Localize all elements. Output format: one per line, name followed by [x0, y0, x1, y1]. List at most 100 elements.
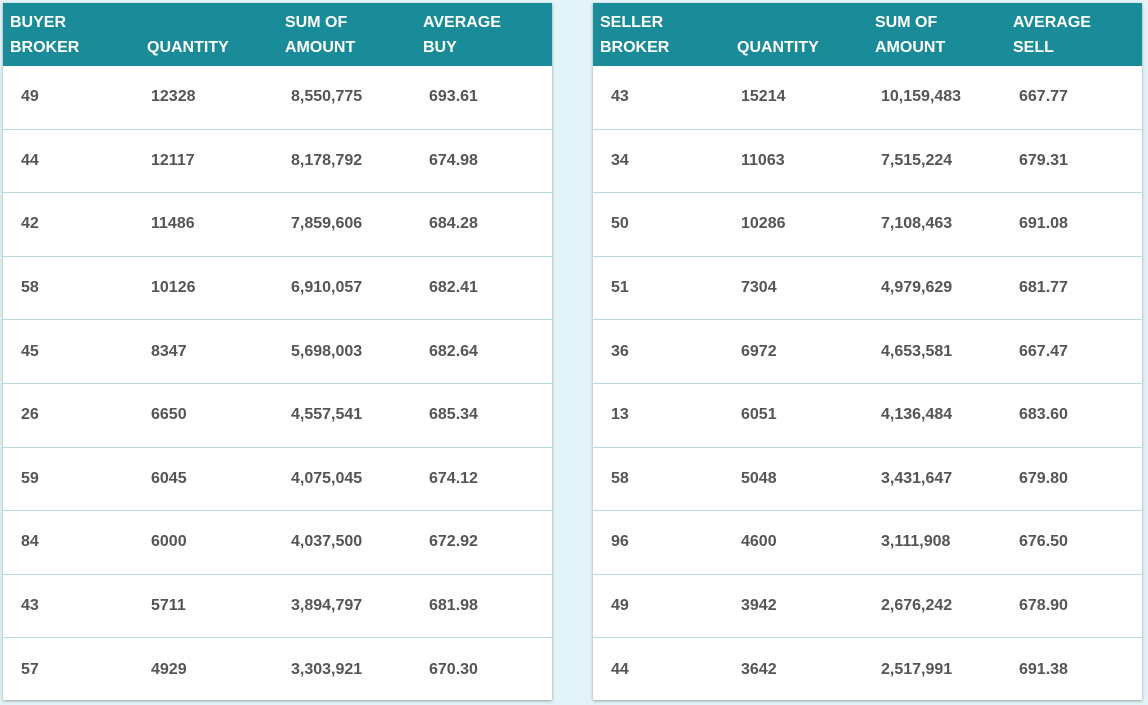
quantity-cell: 6650 [140, 382, 278, 448]
quantity-cell: 5048 [730, 446, 868, 511]
average-cell: 684.28 [416, 192, 552, 257]
column-header-sum-of-amount[interactable]: SUM OF AMOUNT [285, 13, 356, 56]
sum-of-amount-cell: 7,515,224 [868, 128, 1006, 193]
quantity-cell: 12328 [151, 88, 196, 106]
average-cell: 678.90 [1006, 573, 1142, 638]
average-cell: 674.12 [416, 446, 552, 511]
table-row: 43 15214 10,159,483 667.77 [593, 66, 1142, 129]
column-header-quantity[interactable]: QUANTITY [147, 39, 229, 56]
sum-of-amount-cell: 2,676,242 [868, 573, 1006, 638]
broker-cell: 49 [593, 573, 730, 638]
sum-of-amount-cell: 3,431,647 [868, 446, 1006, 511]
average-cell: 693.61 [429, 88, 478, 106]
sum-of-amount-cell: 4,979,629 [868, 255, 1006, 320]
average-cell: 691.38 [1006, 637, 1142, 700]
column-header-seller-broker[interactable]: SELLER BROKER [600, 13, 670, 56]
column-header-average-buy[interactable]: AVERAGE BUY [423, 13, 501, 56]
sum-of-amount-cell: 10,159,483 [881, 88, 962, 106]
sum-of-amount-cell: 3,303,921 [278, 637, 416, 700]
sum-of-amount-cell: 4,037,500 [278, 510, 416, 575]
table-row: 44 3642 2,517,991 691.38 [593, 637, 1142, 700]
quantity-cell: 3642 [730, 637, 868, 700]
broker-cell: 58 [3, 255, 140, 320]
quantity-cell: 4929 [140, 637, 278, 700]
sum-of-amount-cell: 3,894,797 [278, 573, 416, 638]
broker-cell: 49 [21, 88, 39, 106]
column-header-sum-of-amount[interactable]: SUM OF AMOUNT [875, 13, 946, 56]
broker-cell: 34 [593, 128, 730, 193]
quantity-cell: 12117 [140, 128, 278, 193]
average-cell: 685.34 [416, 382, 552, 448]
broker-cell: 58 [593, 446, 730, 511]
column-header-average-sell[interactable]: AVERAGE SELL [1013, 13, 1091, 56]
quantity-cell: 10126 [140, 255, 278, 320]
sum-of-amount-cell: 2,517,991 [868, 637, 1006, 700]
quantity-cell: 6045 [140, 446, 278, 511]
buyer-broker-panel: BUYER BROKER QUANTITY SUM OF AMOUNT AVER… [3, 3, 552, 700]
seller-table-header-row: SELLER BROKER QUANTITY SUM OF AMOUNT AVE… [593, 3, 1142, 66]
table-row: 51 7304 4,979,629 681.77 [593, 255, 1142, 320]
table-row: 26 6650 4,557,541 685.34 [3, 382, 552, 448]
broker-cell: 43 [3, 573, 140, 638]
average-cell: 670.30 [416, 637, 552, 700]
average-cell: 681.98 [416, 573, 552, 638]
sum-of-amount-cell: 6,910,057 [278, 255, 416, 320]
quantity-cell: 15214 [741, 88, 786, 106]
broker-cell: 44 [3, 128, 140, 193]
quantity-cell: 3942 [730, 573, 868, 638]
average-cell: 679.80 [1006, 446, 1142, 511]
sum-of-amount-cell: 4,557,541 [278, 382, 416, 448]
sum-of-amount-cell: 7,108,463 [868, 192, 1006, 257]
broker-cell: 84 [3, 510, 140, 575]
column-header-buyer-broker[interactable]: BUYER BROKER [10, 13, 80, 56]
average-cell: 681.77 [1006, 255, 1142, 320]
sum-of-amount-cell: 5,698,003 [278, 319, 416, 384]
broker-cell: 26 [3, 382, 140, 448]
broker-cell: 43 [611, 88, 629, 106]
broker-cell: 50 [593, 192, 730, 257]
sum-of-amount-cell: 8,550,775 [291, 88, 363, 106]
average-cell: 682.41 [416, 255, 552, 320]
average-cell: 682.64 [416, 319, 552, 384]
sum-of-amount-cell: 7,859,606 [278, 192, 416, 257]
quantity-cell: 10286 [730, 192, 868, 257]
quantity-cell: 8347 [140, 319, 278, 384]
quantity-cell: 7304 [730, 255, 868, 320]
average-cell: 676.50 [1006, 510, 1142, 575]
table-row: 59 6045 4,075,045 674.12 [3, 446, 552, 511]
sum-of-amount-cell: 3,111,908 [868, 510, 1006, 575]
broker-cell: 59 [3, 446, 140, 511]
table-row: 58 10126 6,910,057 682.41 [3, 255, 552, 320]
quantity-cell: 4600 [730, 510, 868, 575]
sum-of-amount-cell: 4,136,484 [868, 382, 1006, 448]
average-cell: 672.92 [416, 510, 552, 575]
broker-cell: 36 [593, 319, 730, 384]
broker-cell: 96 [593, 510, 730, 575]
buyer-broker-table: BUYER BROKER QUANTITY SUM OF AMOUNT AVER… [3, 3, 552, 700]
table-row: 45 8347 5,698,003 682.64 [3, 319, 552, 384]
quantity-cell: 11486 [140, 192, 278, 257]
table-row: 58 5048 3,431,647 679.80 [593, 446, 1142, 511]
table-row: 49 3942 2,676,242 678.90 [593, 573, 1142, 638]
sum-of-amount-cell: 4,653,581 [868, 319, 1006, 384]
buyer-table-header-row: BUYER BROKER QUANTITY SUM OF AMOUNT AVER… [3, 3, 552, 66]
average-cell: 691.08 [1006, 192, 1142, 257]
table-row: 34 11063 7,515,224 679.31 [593, 128, 1142, 193]
quantity-cell: 5711 [140, 573, 278, 638]
average-cell: 667.47 [1006, 319, 1142, 384]
table-row: 84 6000 4,037,500 672.92 [3, 510, 552, 575]
table-row: 49 12328 8,550,775 693.61 [3, 66, 552, 129]
broker-cell: 51 [593, 255, 730, 320]
broker-cell: 13 [593, 382, 730, 448]
table-row: 42 11486 7,859,606 684.28 [3, 192, 552, 257]
quantity-cell: 11063 [730, 128, 868, 193]
table-row: 50 10286 7,108,463 691.08 [593, 192, 1142, 257]
broker-cell: 45 [3, 319, 140, 384]
average-cell: 667.77 [1019, 88, 1068, 106]
table-row: 13 6051 4,136,484 683.60 [593, 382, 1142, 448]
table-row: 36 6972 4,653,581 667.47 [593, 319, 1142, 384]
sum-of-amount-cell: 4,075,045 [278, 446, 416, 511]
table-row: 96 4600 3,111,908 676.50 [593, 510, 1142, 575]
seller-broker-table: SELLER BROKER QUANTITY SUM OF AMOUNT AVE… [593, 3, 1142, 700]
column-header-quantity[interactable]: QUANTITY [737, 39, 819, 56]
